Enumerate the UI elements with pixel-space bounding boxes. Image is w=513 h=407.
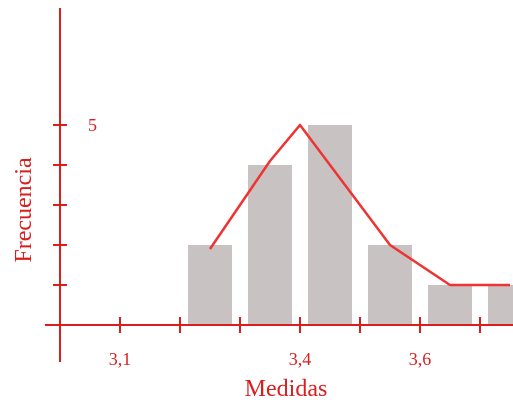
bar-3,25: [188, 245, 232, 325]
y-axis-label: Frecuencia: [11, 157, 37, 263]
bar-group: [188, 125, 513, 325]
x-tick-label: 3,1: [109, 349, 132, 369]
y-tick-label: 5: [88, 115, 97, 135]
axes-group: [45, 8, 513, 362]
bar-3,75: [488, 285, 513, 325]
x-axis-label: Medidas: [245, 376, 328, 402]
x-tick-label: 3,6: [409, 349, 432, 369]
bar-3,65: [428, 285, 472, 325]
bar-3,55: [368, 245, 412, 325]
tick-group: [53, 124, 481, 333]
tick-label-group: 3,1 3,4 3,6 5: [88, 115, 431, 369]
x-tick-label: 3,4: [289, 349, 312, 369]
frequency-polygon: [208, 123, 510, 287]
bar-3,45: [308, 125, 352, 325]
bar-3,35: [248, 165, 292, 325]
